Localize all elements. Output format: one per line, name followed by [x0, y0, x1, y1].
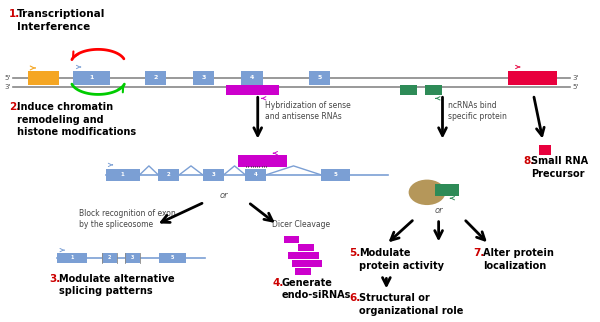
Text: 1: 1 — [89, 75, 94, 80]
Bar — [193, 71, 214, 85]
Bar — [295, 268, 311, 275]
Text: 1: 1 — [70, 255, 74, 260]
Bar — [241, 71, 263, 85]
Text: Dicer Cleavage: Dicer Cleavage — [272, 220, 331, 229]
Bar — [303, 252, 319, 259]
Text: 5: 5 — [171, 255, 174, 260]
Bar — [158, 169, 179, 181]
Text: 1.: 1. — [9, 9, 20, 19]
Bar — [320, 169, 350, 181]
Text: 8.: 8. — [524, 156, 535, 166]
Text: 3': 3' — [572, 75, 578, 81]
Text: 6.: 6. — [350, 293, 361, 303]
Bar — [245, 169, 266, 181]
Text: Modulate
protein activity: Modulate protein activity — [359, 248, 445, 270]
Text: 2: 2 — [153, 75, 157, 80]
Text: 5: 5 — [333, 172, 337, 177]
Bar — [508, 71, 557, 85]
Text: 2: 2 — [167, 172, 170, 177]
Text: Generate
endo-siRNAs: Generate endo-siRNAs — [282, 278, 351, 300]
Text: Induce chromatin
remodeling and
histone modifications: Induce chromatin remodeling and histone … — [17, 102, 136, 137]
Bar — [125, 253, 140, 263]
Bar — [28, 71, 59, 85]
Text: 3: 3 — [202, 75, 206, 80]
Text: or: or — [434, 206, 443, 215]
Text: 7.: 7. — [473, 248, 485, 258]
Bar — [425, 85, 442, 95]
Text: Transcriptional
Interference: Transcriptional Interference — [17, 9, 105, 32]
Bar — [203, 169, 224, 181]
Bar — [106, 169, 140, 181]
Text: 3: 3 — [131, 255, 134, 260]
Text: or: or — [220, 191, 228, 200]
Bar — [400, 85, 418, 95]
Bar — [288, 252, 303, 259]
Text: Hybridization of sense
and antisense RNAs: Hybridization of sense and antisense RNA… — [265, 101, 350, 121]
Text: 4: 4 — [254, 172, 258, 177]
Text: 5: 5 — [317, 75, 322, 80]
Bar — [309, 71, 330, 85]
Bar — [292, 260, 307, 267]
Bar — [238, 155, 287, 167]
Bar — [298, 244, 314, 251]
Text: 4.: 4. — [272, 278, 284, 288]
Bar — [145, 71, 166, 85]
Bar — [306, 260, 322, 267]
Bar — [73, 71, 110, 85]
Text: Block recognition of exon
by the spliceosome: Block recognition of exon by the spliceo… — [79, 209, 176, 229]
Text: 4: 4 — [250, 75, 254, 80]
Bar — [284, 236, 299, 243]
Text: 5.: 5. — [350, 248, 361, 258]
Text: Modulate alternative
splicing patterns: Modulate alternative splicing patterns — [59, 274, 175, 296]
Text: 2.: 2. — [9, 102, 20, 112]
Text: 3': 3' — [5, 84, 11, 90]
Bar — [435, 185, 459, 196]
Text: 3: 3 — [211, 172, 215, 177]
Text: 5': 5' — [5, 75, 11, 81]
Text: ncRNAs bind
specific protein: ncRNAs bind specific protein — [448, 101, 507, 121]
Ellipse shape — [409, 180, 445, 205]
Text: Small RNA
Precursor: Small RNA Precursor — [532, 156, 589, 178]
Bar — [226, 85, 279, 95]
Bar — [102, 253, 116, 263]
Bar — [58, 253, 86, 263]
Text: 5': 5' — [572, 84, 578, 90]
Text: Alter protein
localization: Alter protein localization — [483, 248, 554, 270]
Text: 2: 2 — [107, 255, 111, 260]
Text: 3.: 3. — [50, 274, 61, 284]
Text: 1: 1 — [121, 172, 125, 177]
Bar — [159, 253, 186, 263]
Text: Structural or
organizational role: Structural or organizational role — [359, 293, 464, 316]
Bar — [539, 145, 551, 155]
